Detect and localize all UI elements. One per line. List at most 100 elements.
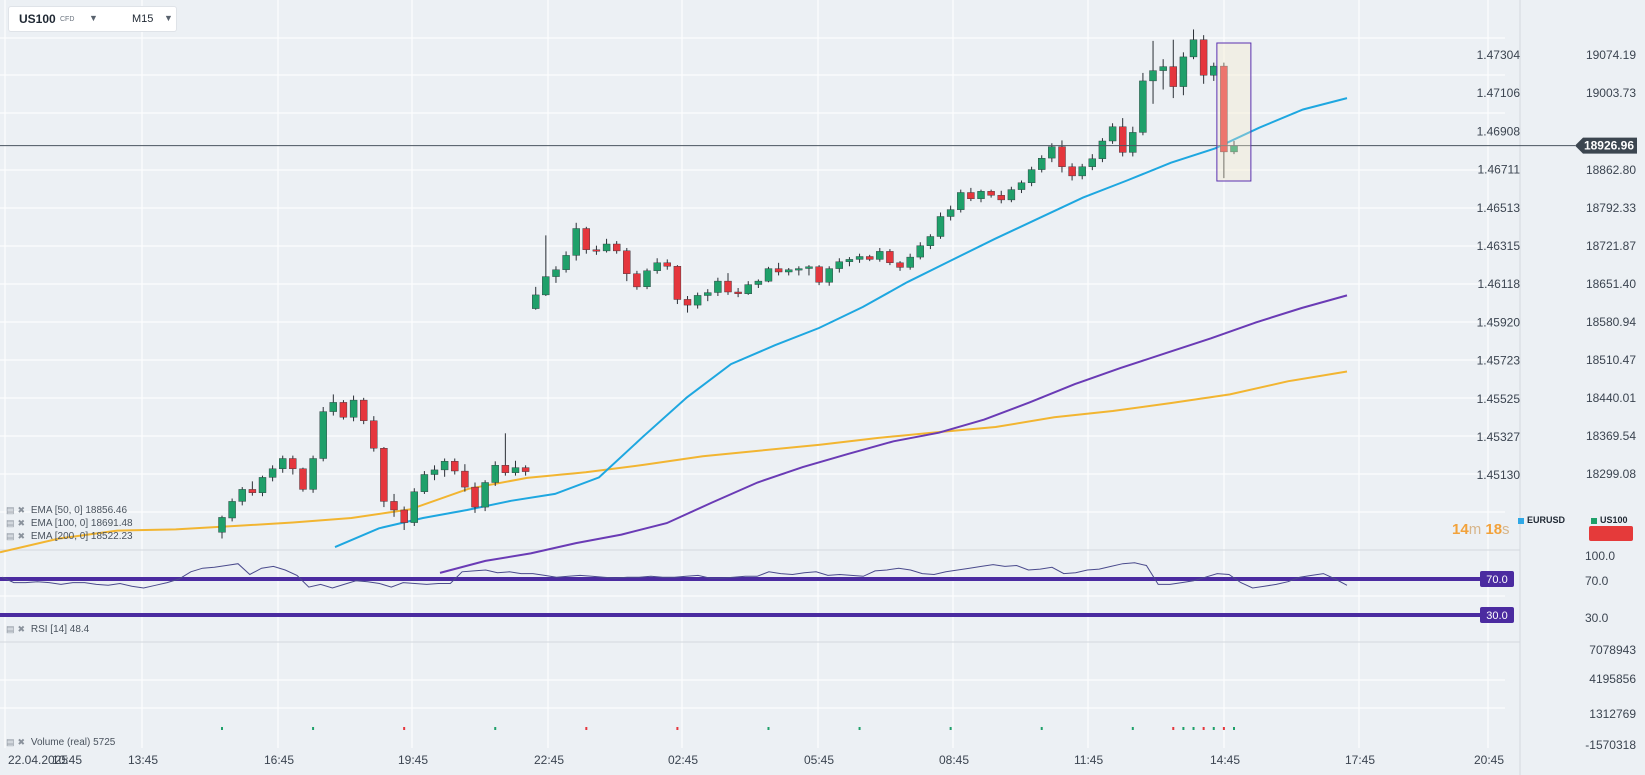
candle-body xyxy=(714,280,722,293)
symbol-selector[interactable]: US100 CFD ▼ M15 ▼ xyxy=(9,7,176,31)
close-icon[interactable]: ✖ xyxy=(17,737,26,747)
candle-body xyxy=(542,276,550,296)
volume-bar xyxy=(858,727,861,730)
countdown-seconds: 18 xyxy=(1485,521,1503,538)
candle-body xyxy=(602,243,611,252)
candle-body xyxy=(663,262,671,267)
candle-body xyxy=(1037,157,1046,170)
legend-value: 18522.23 xyxy=(90,531,133,542)
volume-bar xyxy=(1131,727,1134,730)
candle-body xyxy=(795,268,803,271)
candle-body xyxy=(1088,158,1097,167)
price-tick-left: 1.45525 xyxy=(1477,392,1521,406)
volume-bar xyxy=(1172,727,1175,730)
candle-body xyxy=(704,292,712,296)
chevron-down-icon[interactable]: ▼ xyxy=(164,13,173,23)
close-icon[interactable]: ✖ xyxy=(17,518,26,528)
rsi-level-badge xyxy=(1480,571,1514,587)
close-icon[interactable]: ✖ xyxy=(17,624,26,634)
price-tick-left: 1.45723 xyxy=(1477,354,1521,368)
legend-ema100: ▤ ✖ EMA [100, 0] 18691.48 xyxy=(6,518,133,529)
time-tick: 14:45 xyxy=(1210,753,1240,767)
candle-body xyxy=(1048,146,1056,159)
time-tick: 22.04.2025 xyxy=(8,753,68,767)
candle-body xyxy=(268,468,277,478)
volume-panel xyxy=(221,727,1235,730)
price-tick-right: 19074.19 xyxy=(1586,48,1636,62)
countdown-sec-unit: s xyxy=(1502,521,1510,538)
ema100-line xyxy=(439,294,1348,574)
candle-body xyxy=(390,501,398,511)
close-icon[interactable]: ✖ xyxy=(17,505,26,515)
timeframe-selector[interactable]: M15 xyxy=(132,13,154,25)
chevron-down-icon[interactable]: ▼ xyxy=(89,13,98,23)
compare-tag-eurusd[interactable]: EURUSD xyxy=(1518,515,1565,525)
compare-tag-us100[interactable]: US100 xyxy=(1591,515,1628,525)
candle-body xyxy=(936,216,945,237)
candle-body xyxy=(774,268,783,273)
candle-body xyxy=(329,402,337,412)
candle-body xyxy=(673,266,682,300)
candle-body xyxy=(238,489,246,502)
candle-body xyxy=(461,470,469,488)
price-tick-right: 18721.87 xyxy=(1586,239,1636,253)
eurusd-color-swatch xyxy=(1518,517,1524,524)
settings-icon[interactable]: ▤ xyxy=(6,737,15,747)
settings-icon[interactable]: ▤ xyxy=(6,624,15,634)
candle-body xyxy=(1058,146,1066,167)
time-tick: 17:45 xyxy=(1345,753,1375,767)
legend-value: 5725 xyxy=(93,737,116,748)
price-tick-left: 1.46118 xyxy=(1478,277,1521,291)
close-icon[interactable]: ✖ xyxy=(17,531,26,541)
settings-icon[interactable]: ▤ xyxy=(6,505,15,515)
rsi-line xyxy=(1,562,1348,589)
candle-body xyxy=(572,228,580,256)
candle-body xyxy=(693,295,702,306)
candle-body xyxy=(835,261,843,269)
price-tick-left: 1.46315 xyxy=(1477,239,1521,253)
candle-body xyxy=(805,266,813,269)
volume-bar xyxy=(585,727,588,730)
price-tick-left: 1.46908 xyxy=(1477,124,1521,138)
candle-body xyxy=(491,465,499,483)
volume-bar xyxy=(494,727,497,730)
time-tick: 11:45 xyxy=(1074,753,1103,767)
price-tick-left: 1.47106 xyxy=(1477,86,1521,100)
candle-body xyxy=(1199,39,1208,76)
volume-tick: -1570318 xyxy=(1585,738,1636,752)
candle-body xyxy=(886,251,894,263)
settings-icon[interactable]: ▤ xyxy=(6,518,15,528)
candle-body xyxy=(1118,126,1127,153)
volume-bar xyxy=(221,727,223,730)
price-tick-right: 18651.40 xyxy=(1586,277,1636,291)
candle-body xyxy=(1139,80,1147,133)
candle-body xyxy=(289,458,297,470)
legend-volume: ▤ ✖ Volume (real) 5725 xyxy=(6,737,115,748)
candle-body xyxy=(1017,182,1026,190)
settings-icon[interactable]: ▤ xyxy=(6,531,15,541)
time-tick: 16:45 xyxy=(264,753,294,767)
candle-body xyxy=(562,255,570,270)
candle-body xyxy=(866,256,874,260)
candle-body xyxy=(380,448,388,502)
time-tick: 22:45 xyxy=(534,753,564,767)
candle-body xyxy=(1098,140,1107,159)
time-tick: 19:45 xyxy=(398,753,428,767)
candle-body xyxy=(400,509,408,523)
price-tick-right: 18440.01 xyxy=(1586,391,1636,405)
price-tick-right: 19003.73 xyxy=(1586,86,1636,100)
volume-bar xyxy=(1222,727,1225,730)
candle-body xyxy=(926,236,935,246)
rsi-level-label: 30.0 xyxy=(1486,610,1507,622)
candle-body xyxy=(1159,66,1167,71)
candle-body xyxy=(957,192,965,210)
candle-body xyxy=(360,399,368,421)
candle-body xyxy=(1129,132,1137,153)
price-tick-right: 18862.80 xyxy=(1586,163,1636,177)
candle-body xyxy=(511,467,520,473)
sell-button[interactable] xyxy=(1589,526,1633,541)
price-tick-right: 18299.08 xyxy=(1586,467,1636,481)
symbol-type: CFD xyxy=(60,16,75,23)
